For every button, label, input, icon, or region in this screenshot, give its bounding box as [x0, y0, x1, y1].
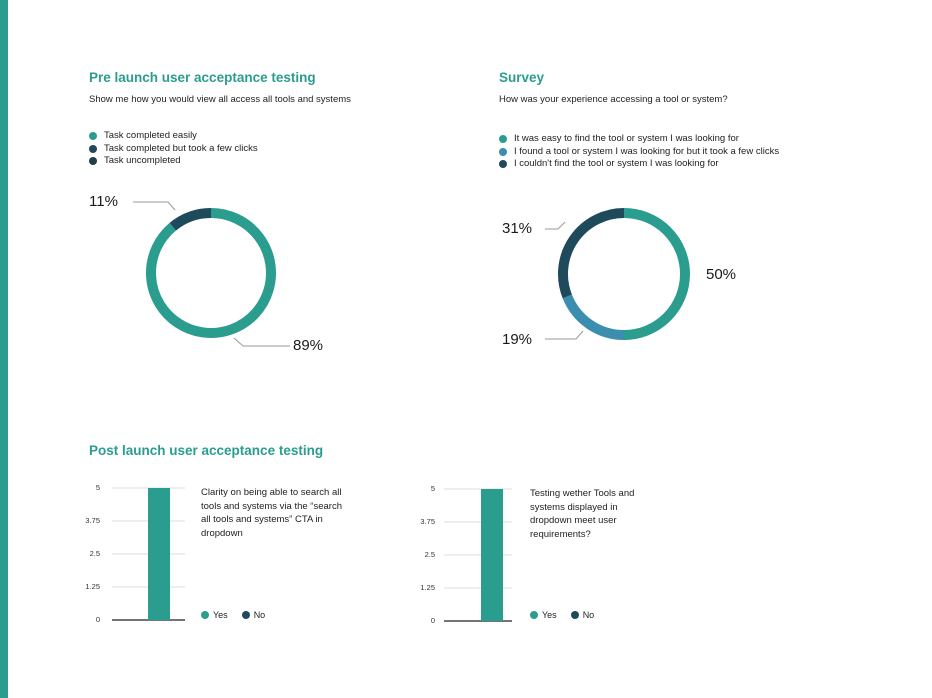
- bar-chart-1-legend: Yes No: [201, 610, 279, 620]
- donut-slice: [558, 208, 625, 299]
- data-label: 31%: [502, 220, 533, 237]
- survey-legend: It was easy to find the tool or system I…: [499, 133, 779, 171]
- legend-label: No: [253, 610, 266, 620]
- leader-line: [545, 330, 584, 340]
- legend-dot: [499, 135, 507, 144]
- legend-dot: [570, 611, 579, 619]
- legend-label: Yes: [542, 610, 557, 620]
- donut-slice: [146, 208, 276, 338]
- bar-yes: [148, 488, 170, 620]
- y-tick-label: 2.5: [89, 549, 100, 558]
- data-label: 19%: [502, 331, 533, 348]
- legend-dot: [89, 157, 97, 166]
- legend-item: I found a tool or system I was looking f…: [499, 146, 779, 159]
- y-tick-label: 3.75: [85, 516, 100, 525]
- leader-line: [545, 221, 566, 230]
- legend-label: I found a tool or system I was looking f…: [514, 145, 780, 157]
- legend-item: Task completed but took a few clicks: [89, 143, 258, 156]
- legend-item-no: No: [570, 610, 595, 620]
- legend-item: I couldn't find the tool or system I was…: [499, 158, 779, 171]
- legend-item: It was easy to find the tool or system I…: [499, 133, 779, 146]
- legend-dot: [89, 132, 97, 141]
- legend-label: I couldn't find the tool or system I was…: [514, 158, 719, 169]
- survey-title: Survey: [499, 70, 545, 85]
- legend-dot: [530, 611, 538, 619]
- legend-dot: [499, 147, 507, 156]
- legend-label: Task uncompleted: [104, 155, 181, 166]
- pre-launch-question: Show me how you would view all access al…: [89, 94, 351, 105]
- pre-launch-title: Pre launch user acceptance testing: [89, 70, 316, 85]
- y-tick-label: 1.25: [85, 582, 100, 591]
- bar-yes: [481, 489, 503, 621]
- donut-slice: [562, 294, 625, 340]
- legend-label: No: [582, 610, 595, 620]
- legend-dot: [499, 160, 507, 169]
- bar-chart-2-description: Testing wether Tools and systems display…: [530, 488, 635, 540]
- bar-chart-1-description: Clarity on being able to search all tool…: [201, 487, 342, 539]
- data-label: 50%: [706, 266, 737, 283]
- survey-question: How was your experience accessing a tool…: [499, 94, 728, 105]
- leader-line: [233, 337, 290, 347]
- legend-item-no: No: [241, 610, 266, 620]
- y-tick-label: 3.75: [420, 517, 435, 526]
- legend-dot: [89, 144, 97, 153]
- y-tick-label: 2.5: [424, 550, 435, 559]
- data-label: 89%: [293, 337, 324, 354]
- y-tick-label: 0: [430, 616, 435, 625]
- post-launch-title: Post launch user acceptance testing: [89, 443, 324, 458]
- donut-slice: [169, 208, 212, 231]
- legend-item-yes: Yes: [530, 610, 557, 620]
- legend-dot: [241, 611, 250, 619]
- bar-chart-2-legend: Yes No: [530, 610, 608, 620]
- legend-label: Task completed but took a few clicks: [104, 142, 258, 154]
- legend-label: Task completed easily: [104, 130, 197, 141]
- leader-line: [133, 201, 176, 211]
- data-label: 11%: [89, 193, 118, 210]
- y-tick-label: 1.25: [420, 583, 435, 592]
- y-tick-label: 0: [95, 615, 100, 624]
- donut-slice: [623, 208, 690, 340]
- legend-dot: [201, 611, 209, 619]
- pre-launch-legend: Task completed easily Task completed but…: [89, 130, 258, 168]
- legend-item: Task completed easily: [89, 130, 258, 143]
- y-tick-label: 5: [430, 484, 435, 493]
- left-accent-bar: [0, 0, 8, 698]
- legend-item: Task uncompleted: [89, 155, 258, 168]
- y-tick-label: 5: [95, 483, 100, 492]
- legend-label: It was easy to find the tool or system I…: [514, 133, 739, 144]
- legend-label: Yes: [213, 610, 228, 620]
- legend-item-yes: Yes: [201, 610, 228, 620]
